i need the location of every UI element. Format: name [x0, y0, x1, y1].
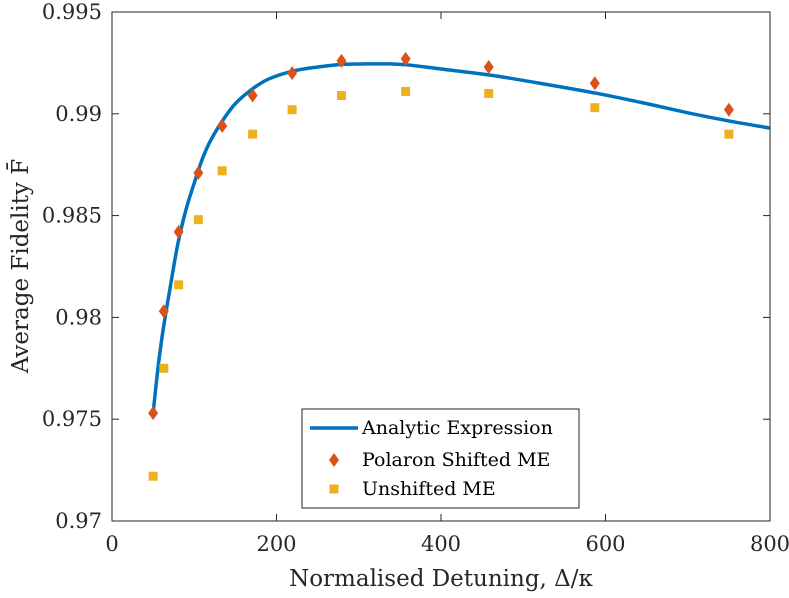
series-1-markers: [148, 51, 734, 421]
polaron-shifted-point: [589, 76, 600, 91]
unshifted-point: [336, 90, 346, 100]
legend-entry-label: Polaron Shifted ME: [362, 449, 550, 471]
polaron-shifted-point: [217, 119, 228, 134]
y-tick-label: 0.985: [42, 204, 102, 228]
unshifted-point: [590, 103, 600, 113]
legend-box: [301, 408, 580, 509]
series-layer: [148, 51, 770, 481]
legend-marker-swatch: [329, 484, 339, 494]
y-tick-label: 0.97: [55, 509, 102, 533]
y-axis-label: Average Fidelity F̄: [7, 159, 34, 375]
unshifted-point: [217, 166, 227, 176]
y-tick-label: 0.99: [55, 102, 102, 126]
unshifted-point: [248, 129, 258, 139]
polaron-shifted-point: [483, 59, 494, 74]
polaron-shifted-point: [193, 165, 204, 180]
polaron-shifted-point: [173, 224, 184, 239]
polaron-shifted-point: [148, 406, 159, 421]
polaron-shifted-point: [723, 102, 734, 117]
polaron-shifted-point: [336, 53, 347, 68]
unshifted-point: [148, 471, 158, 481]
unshifted-point: [174, 280, 184, 290]
x-tick-label: 800: [750, 532, 789, 556]
y-tick-label: 0.975: [42, 407, 102, 431]
unshifted-point: [484, 88, 494, 98]
ticks-layer: 0 200 400 600 800 0.97 0.975 0.98 0.985 0.99 0.995: [42, 0, 789, 556]
legend-entry-label: Analytic Expression: [361, 417, 553, 439]
legend: Analytic Expression Polaron Shifted ME Uns…: [301, 408, 580, 509]
unshifted-point: [401, 86, 411, 96]
legend-entry-label: Unshifted ME: [362, 478, 496, 500]
x-tick-label: 400: [421, 532, 461, 556]
unshifted-point: [159, 363, 169, 373]
y-tick-label: 0.98: [55, 305, 102, 329]
y-tick-label: 0.995: [42, 0, 102, 24]
x-axis-label: Normalised Detuning, Δ/κ: [289, 566, 593, 592]
legend-marker-swatch: [329, 453, 339, 467]
analytic-expression-line: [151, 62, 770, 414]
unshifted-point: [287, 105, 297, 115]
polaron-shifted-point: [158, 304, 169, 319]
x-tick-label: 200: [256, 532, 296, 556]
unshifted-point: [724, 129, 734, 139]
unshifted-point: [193, 215, 203, 225]
polaron-shifted-point: [247, 88, 258, 103]
polaron-shifted-point: [400, 51, 411, 66]
x-tick-label: 600: [585, 532, 625, 556]
x-tick-label: 0: [105, 532, 118, 556]
polaron-shifted-point: [287, 66, 298, 81]
series-2-markers: [148, 86, 734, 481]
